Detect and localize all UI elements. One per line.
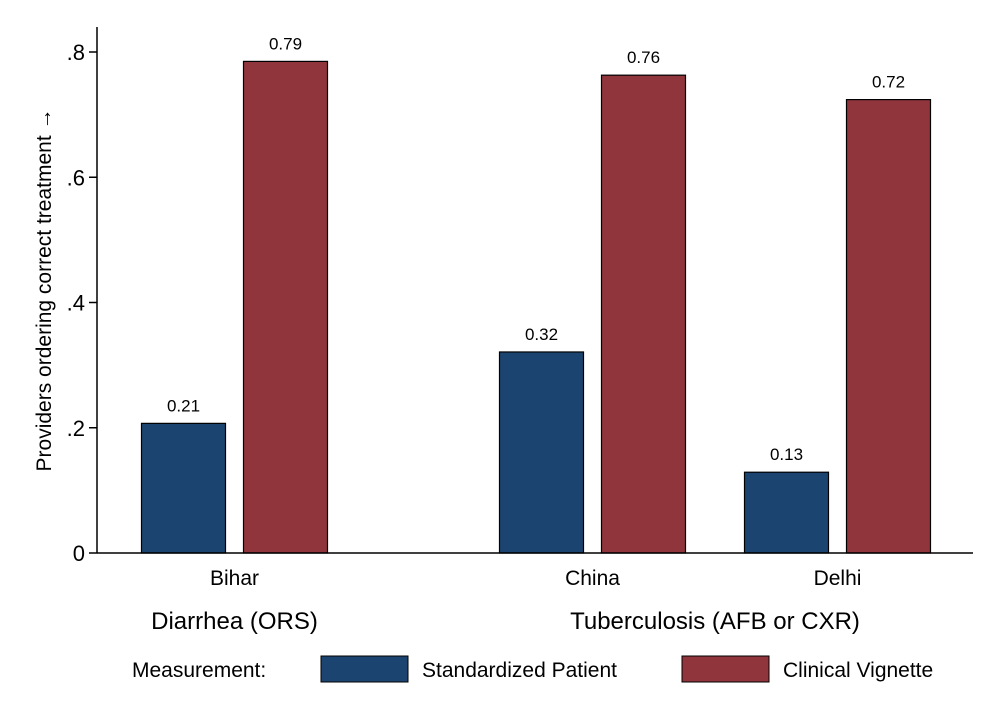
category-label-bihar: Bihar	[210, 567, 259, 590]
data-label: 0.76	[627, 48, 660, 67]
y-axis: 0 .2 .4 .6 .8	[67, 26, 98, 566]
group-label: Diarrhea (ORS)	[151, 608, 318, 635]
legend-title: Measurement:	[132, 659, 266, 682]
data-label: 0.21	[167, 396, 200, 415]
data-label: 0.72	[872, 73, 905, 92]
y-tick-label: .6	[67, 165, 85, 190]
bar-standardized-patient-bihar	[140, 422, 227, 554]
bar-clinical-vignette-bihar	[242, 60, 329, 554]
y-tick-label: 0	[73, 541, 85, 566]
legend-swatch-standardized-patient	[320, 655, 409, 683]
legend-swatch-clinical-vignette	[681, 655, 770, 683]
data-label: 0.13	[770, 445, 803, 464]
y-axis-label: Providers ordering correct treatment →	[33, 109, 56, 472]
y-tick-label: .2	[67, 416, 85, 441]
bar-clinical-vignette-china	[600, 74, 687, 554]
data-label: 0.32	[525, 325, 558, 344]
group-labels: Diarrhea (ORS) Tuberculosis (AFB or CXR)	[151, 608, 860, 635]
bar-clinical-vignette-delhi	[845, 98, 932, 554]
category-labels: Bihar China Delhi	[210, 567, 861, 590]
legend-label-standardized-patient: Standardized Patient	[422, 659, 617, 682]
bar-standardized-patient-delhi	[743, 471, 830, 554]
legend-label-clinical-vignette: Clinical Vignette	[783, 659, 933, 682]
y-tick-label: .4	[67, 291, 85, 316]
legend: Measurement: Standardized Patient Clinic…	[132, 655, 933, 683]
group-label: Tuberculosis (AFB or CXR)	[570, 608, 860, 635]
category-label-china: China	[565, 567, 620, 590]
category-label-delhi: Delhi	[814, 567, 862, 590]
data-label: 0.79	[269, 34, 302, 53]
data-labels: 0.21 0.79 0.32 0.76 0.13 0.72	[167, 34, 905, 464]
bar-standardized-patient-china	[498, 351, 585, 554]
bars	[140, 60, 932, 554]
y-tick-label: .8	[67, 40, 85, 65]
